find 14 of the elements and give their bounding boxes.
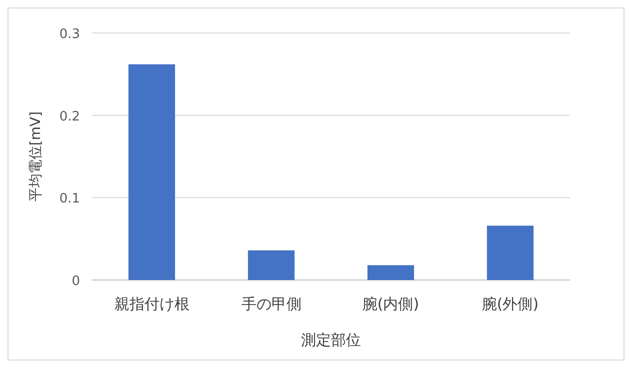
x-axis-title: 測定部位 bbox=[301, 331, 361, 349]
y-tick-label: 0 bbox=[72, 274, 80, 289]
bar bbox=[248, 250, 295, 280]
x-tick-label: 親指付け根 bbox=[114, 295, 190, 313]
bar bbox=[367, 265, 414, 280]
y-tick-label: 0.3 bbox=[59, 27, 80, 42]
x-tick-label: 手の甲側 bbox=[241, 295, 302, 313]
y-tick-label: 0.2 bbox=[59, 109, 80, 124]
bar bbox=[486, 226, 534, 280]
y-axis-title: 平均電位[mV] bbox=[28, 111, 44, 202]
y-tick-label: 0.1 bbox=[59, 192, 80, 207]
bar bbox=[128, 64, 176, 280]
x-tick-label: 腕(外側) bbox=[482, 295, 539, 313]
x-tick-label: 腕(内側) bbox=[362, 295, 420, 313]
